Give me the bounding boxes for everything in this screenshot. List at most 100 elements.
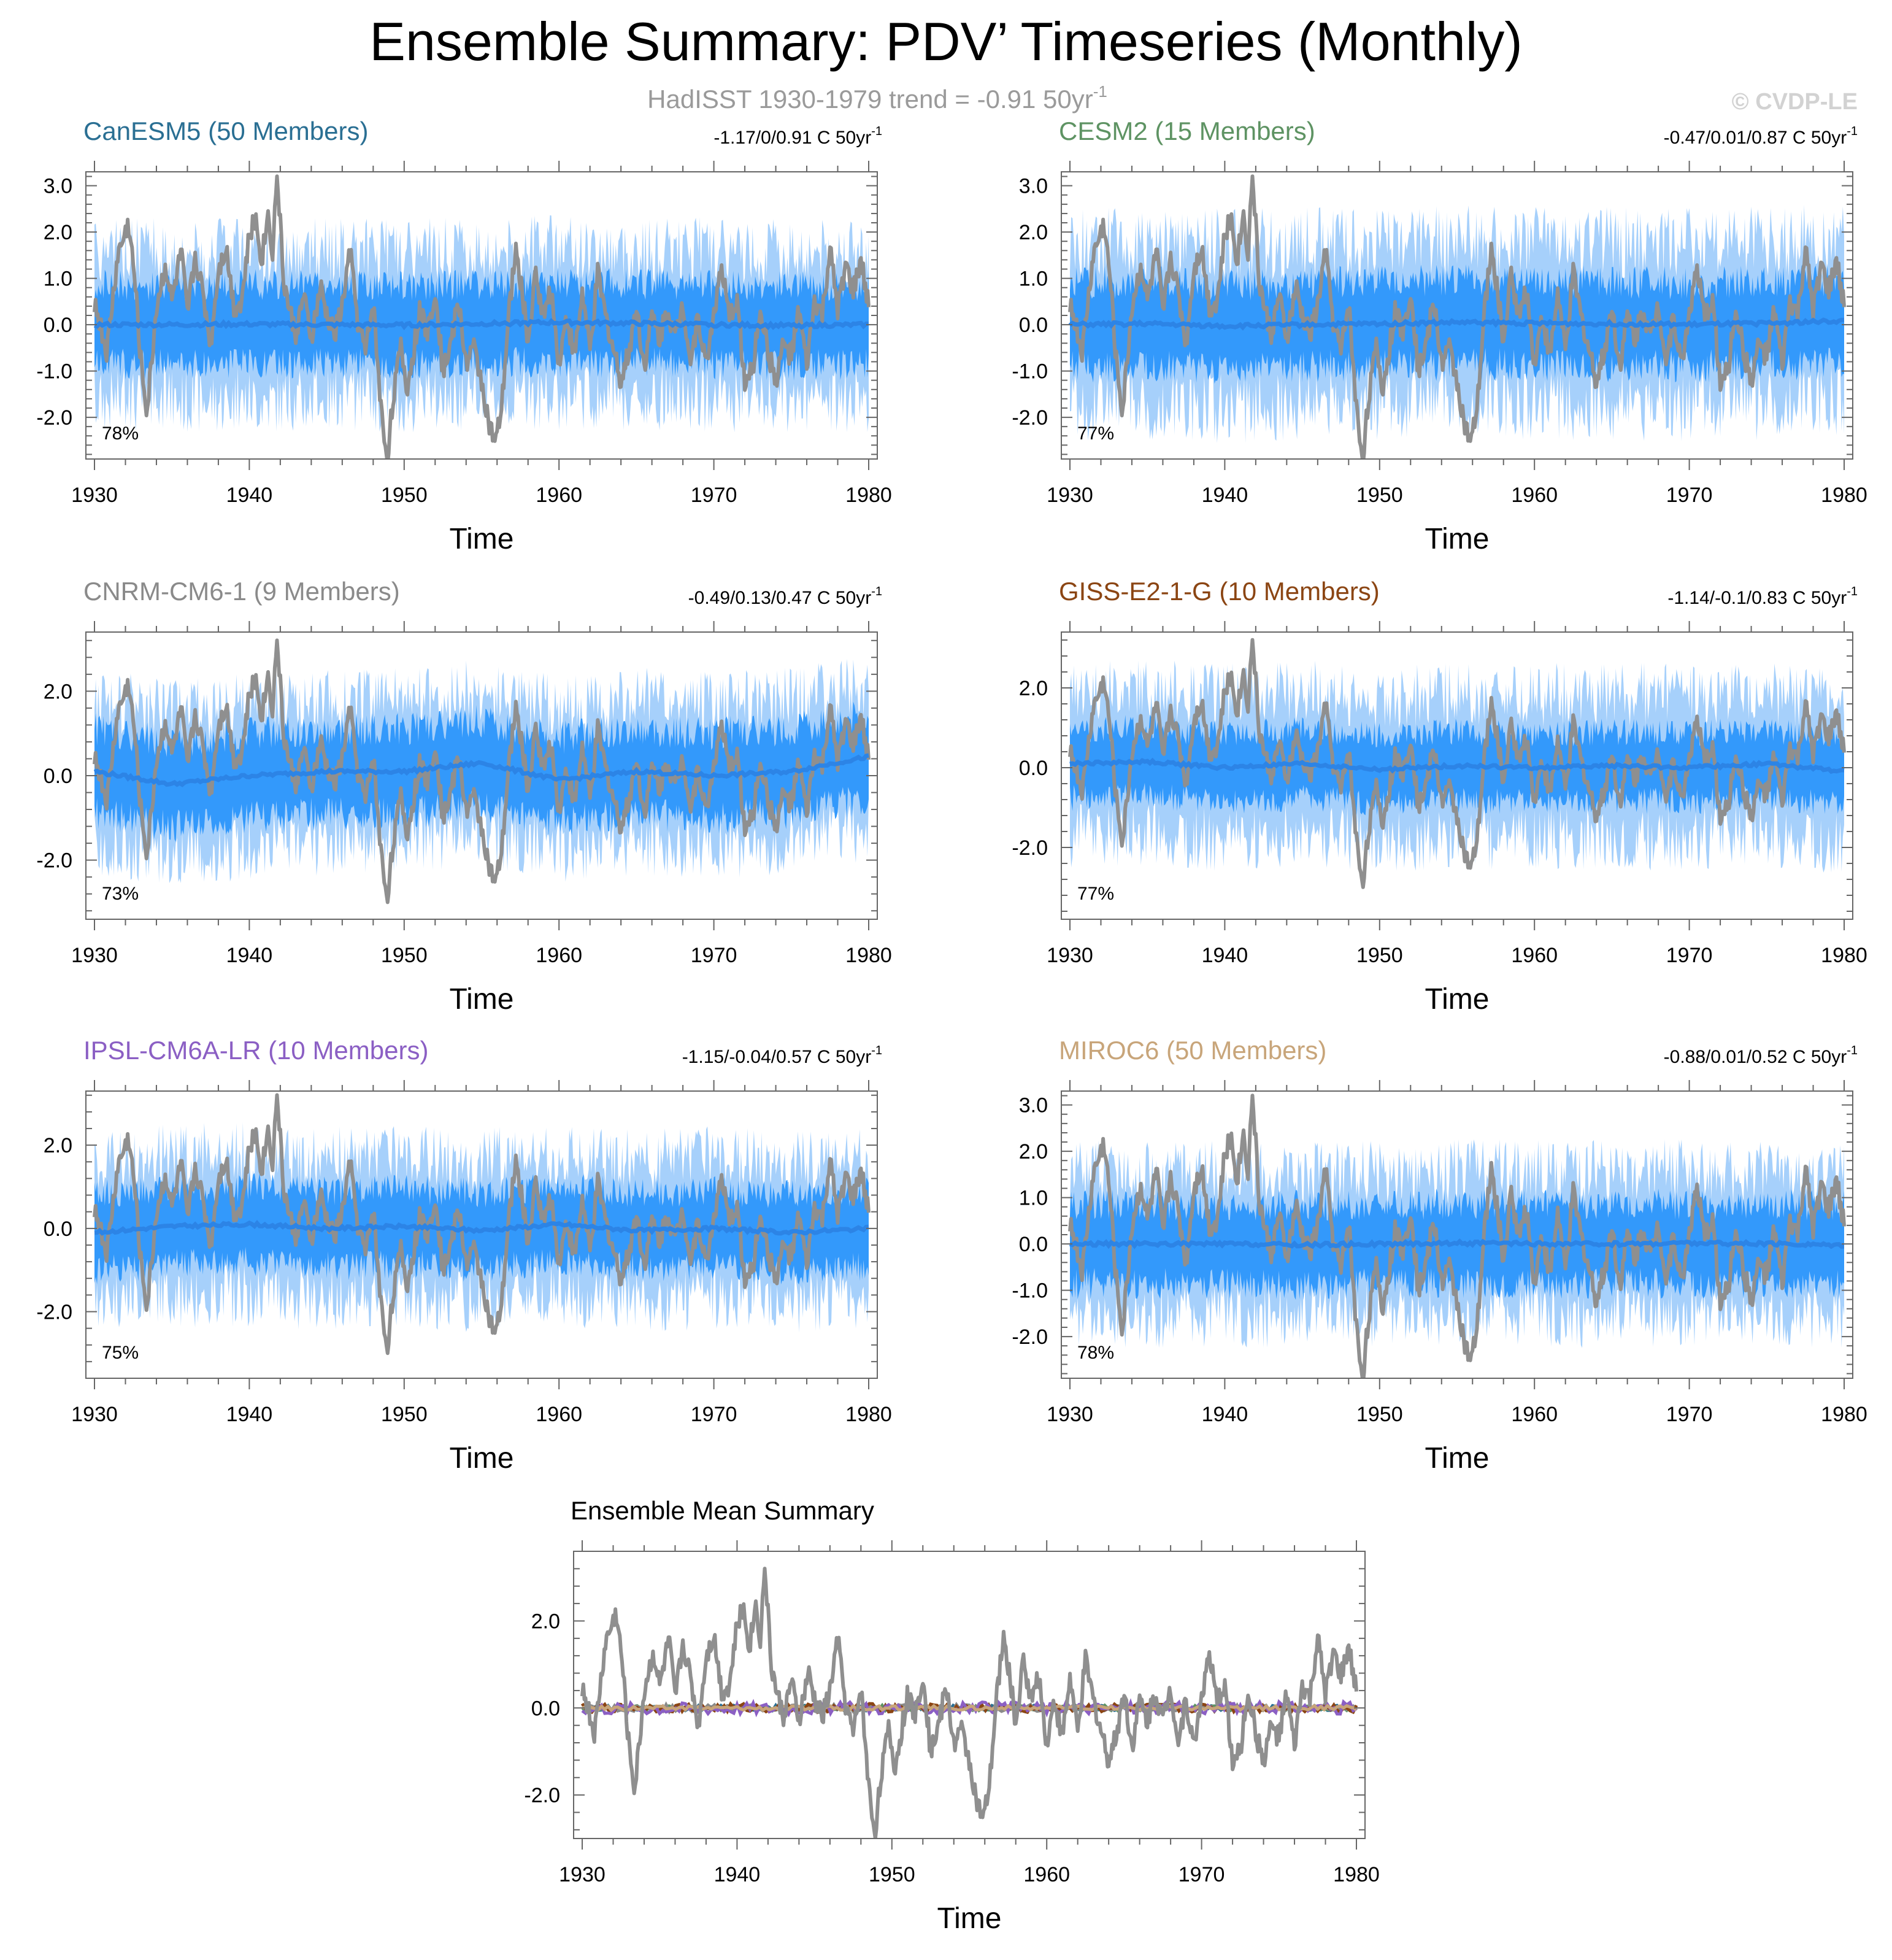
y-tick-label: -1.0 (1012, 1279, 1048, 1303)
plot-area (93, 174, 871, 459)
ensemble-mean-line (1069, 1238, 1844, 1249)
x-tick-label: 1980 (845, 944, 892, 967)
ensemble-mean-line (93, 753, 869, 787)
x-tick-label: 1940 (1202, 944, 1248, 967)
panel-title: MIROC6 (50 Members) (1059, 1036, 1326, 1065)
y-tick-label: 2.0 (44, 1134, 72, 1157)
panel-percent: 77% (1077, 884, 1114, 904)
trend-stats-superscript: -1 (871, 1044, 882, 1057)
x-tick-label: 1980 (1821, 484, 1867, 507)
x-tick-label: 1970 (1179, 1863, 1225, 1886)
x-tick-label: 1940 (1202, 1403, 1248, 1426)
trend-stats-text: -0.88/0.01/0.52 C 50yr (1664, 1047, 1847, 1067)
x-tick-label: 1950 (381, 944, 428, 967)
ensemble-mean-line (1069, 757, 1845, 774)
y-tick-label: -2.0 (1012, 836, 1048, 860)
panel-percent: 77% (1077, 423, 1114, 444)
y-tick-label: 2.0 (1019, 677, 1048, 700)
y-tick-label: 0.0 (1019, 314, 1048, 337)
x-tick-label: 1940 (226, 1403, 273, 1426)
observed-line (93, 1093, 871, 1356)
x-tick-label: 1930 (71, 1403, 118, 1426)
plot-frame (85, 1090, 878, 1379)
y-tick-label: 1.0 (44, 268, 72, 291)
x-tick-label: 1960 (536, 944, 582, 967)
x-tick-label: 1960 (1511, 484, 1558, 507)
panel-percent: 75% (102, 1343, 139, 1363)
y-tick-label: 0.0 (531, 1697, 560, 1720)
observed-line (1068, 174, 1846, 459)
trend-stats-superscript: -1 (1847, 125, 1858, 138)
x-axis-label: Time (1425, 1442, 1490, 1475)
y-tick-label: 2.0 (1019, 221, 1048, 244)
trend-stats-text: -0.49/0.13/0.47 C 50yr (688, 588, 872, 608)
trend-stats-superscript: -1 (1847, 585, 1858, 598)
panels: 3.0 2.0 1.0 0.0 -1.0 -2.0 1930 1940 1950 1960 1970… (36, 117, 1867, 1935)
y-tick-label: 3.0 (1019, 175, 1048, 198)
x-tick-label: 1960 (1511, 1403, 1558, 1426)
panel-trend-stats: -1.14/-0.1/0.83 C 50yr-1 (1667, 585, 1858, 608)
x-tick-label: 1980 (1821, 1403, 1867, 1426)
x-tick-label: 1950 (869, 1863, 915, 1886)
x-tick-label: 1950 (1356, 944, 1403, 967)
watermark: © CVDP-LE (1732, 89, 1858, 115)
y-tick-label: -2.0 (1012, 1325, 1048, 1349)
trend-stats-text: -1.15/-0.04/0.57 C 50yr (682, 1047, 872, 1067)
ensemble-mean-line (94, 1219, 869, 1236)
trend-stats-superscript: -1 (871, 125, 882, 138)
ensemble-mean-line (93, 318, 869, 331)
x-tick-label: 1940 (226, 944, 273, 967)
panel-3: 2.0 0.0 -2.0 1930 1940 1950 1960 1970 1980 Time CN… (36, 577, 891, 1016)
trend-stats-text: -1.14/-0.1/0.83 C 50yr (1667, 588, 1847, 608)
x-tick-label: 1970 (691, 944, 737, 967)
plot-area (93, 1093, 871, 1356)
subtitle-text: HadISST 1930-1979 trend = -0.91 50yr (647, 85, 1093, 114)
y-tick-label: 3.0 (1019, 1094, 1048, 1117)
panel-title: CNRM-CM6-1 (9 Members) (83, 577, 400, 606)
y-tick-label: -2.0 (524, 1784, 560, 1807)
panel-4: 2.0 0.0 -2.0 1930 1940 1950 1960 1970 1980 Time GI… (1012, 577, 1867, 1016)
panel-trend-stats: -0.88/0.01/0.52 C 50yr-1 (1664, 1044, 1858, 1067)
x-axis-label: Time (450, 523, 514, 555)
panel-percent: 78% (1077, 1343, 1114, 1363)
x-axis-label: Time (450, 983, 514, 1016)
y-tick-label: 2.0 (531, 1610, 560, 1633)
y-tick-label: 0.0 (1019, 1233, 1048, 1256)
x-tick-label: 1980 (1333, 1863, 1380, 1886)
y-tick-label: -2.0 (36, 1300, 72, 1324)
x-tick-label: 1940 (714, 1863, 761, 1886)
panel-title: CESM2 (15 Members) (1059, 117, 1315, 145)
plot-frame (573, 1551, 1366, 1839)
x-axis-label: Time (937, 1902, 1002, 1935)
figure-title: Ensemble Summary: PDV’ Timeseries (Month… (369, 11, 1522, 72)
x-tick-label: 1940 (1202, 484, 1248, 507)
y-tick-label: 0.0 (1019, 757, 1048, 780)
trend-stats-text: -1.17/0/0.91 C 50yr (713, 128, 871, 148)
y-tick-label: 1.0 (1019, 1187, 1048, 1210)
observed-line (580, 1567, 1358, 1838)
x-tick-label: 1960 (1023, 1863, 1070, 1886)
x-axis-label: Time (450, 1442, 514, 1475)
y-tick-label: 2.0 (44, 221, 72, 244)
panel-6: 3.0 2.0 1.0 0.0 -1.0 -2.0 1930 1940 1950 1960 1970… (1012, 1036, 1867, 1475)
trend-stats-text: -0.47/0.01/0.87 C 50yr (1664, 128, 1847, 148)
x-tick-label: 1970 (1666, 1403, 1713, 1426)
panel-title: GISS-E2-1-G (10 Members) (1059, 577, 1380, 606)
trend-stats-superscript: -1 (1847, 1044, 1858, 1057)
x-tick-label: 1980 (845, 1403, 892, 1426)
panel-trend-stats: -0.49/0.13/0.47 C 50yr-1 (688, 585, 882, 608)
x-tick-label: 1950 (381, 1403, 428, 1426)
x-axis-label: Time (1425, 523, 1490, 555)
x-tick-label: 1930 (71, 484, 118, 507)
panel-title: CanESM5 (50 Members) (83, 117, 368, 145)
x-tick-label: 1970 (691, 484, 737, 507)
y-tick-label: -2.0 (36, 406, 72, 430)
panel-trend-stats: -1.15/-0.04/0.57 C 50yr-1 (682, 1044, 882, 1067)
x-tick-label: 1950 (1356, 1403, 1403, 1426)
x-tick-label: 1960 (1511, 944, 1558, 967)
panel-trend-stats: -1.17/0/0.91 C 50yr-1 (713, 125, 882, 148)
panel-title: IPSL-CM6A-LR (10 Members) (83, 1036, 428, 1065)
y-tick-label: 0.0 (44, 765, 72, 788)
x-axis-label: Time (1425, 983, 1490, 1016)
plot-area (580, 1567, 1358, 1838)
